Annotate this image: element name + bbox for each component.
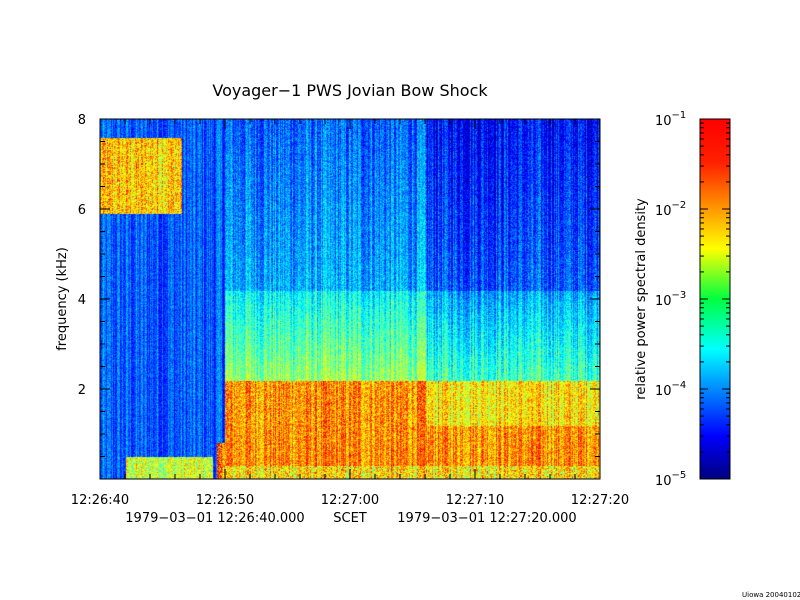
x-tick-label: 12:26:50 [196, 493, 254, 508]
colorbar-tick-label: 10−4 [655, 380, 686, 399]
y-tick-label: 4 [78, 293, 86, 308]
x-start-label: 1979−03−01 12:26:40.000 [125, 511, 304, 526]
y-tick-label: 2 [78, 383, 86, 398]
x-center-label: SCET [333, 511, 367, 526]
x-tick-label: 12:27:20 [571, 493, 629, 508]
colorbar-tick-label: 10−3 [655, 290, 686, 309]
colorbar-axis: 10−1 10−2 10−3 10−4 10−5 [655, 110, 730, 489]
y-tick-label: 8 [78, 113, 86, 128]
colorbar-tick-label: 10−5 [655, 470, 686, 489]
colorbar-label: relative power spectral density [634, 198, 649, 400]
x-tick-label: 12:27:10 [446, 493, 504, 508]
y-axis-label: frequency (kHz) [55, 247, 70, 351]
colorbar-tick-label: 10−1 [655, 110, 686, 129]
footer-credit: Uiowa 20040102 [742, 591, 800, 599]
x-end-label: 1979−03−01 12:27:20.000 [397, 511, 576, 526]
y-tick-label: 6 [78, 203, 86, 218]
x-tick-label: 12:26:40 [71, 493, 129, 508]
y-axis: 2 4 6 8 [78, 113, 600, 457]
x-axis: 12:26:40 12:26:50 12:27:00 12:27:10 12:27:20 [71, 119, 629, 508]
x-tick-label: 12:27:00 [321, 493, 379, 508]
chart-title: Voyager−1 PWS Jovian Bow Shock [212, 81, 488, 100]
spectrogram [100, 119, 600, 479]
colorbar-tick-label: 10−2 [655, 200, 686, 219]
